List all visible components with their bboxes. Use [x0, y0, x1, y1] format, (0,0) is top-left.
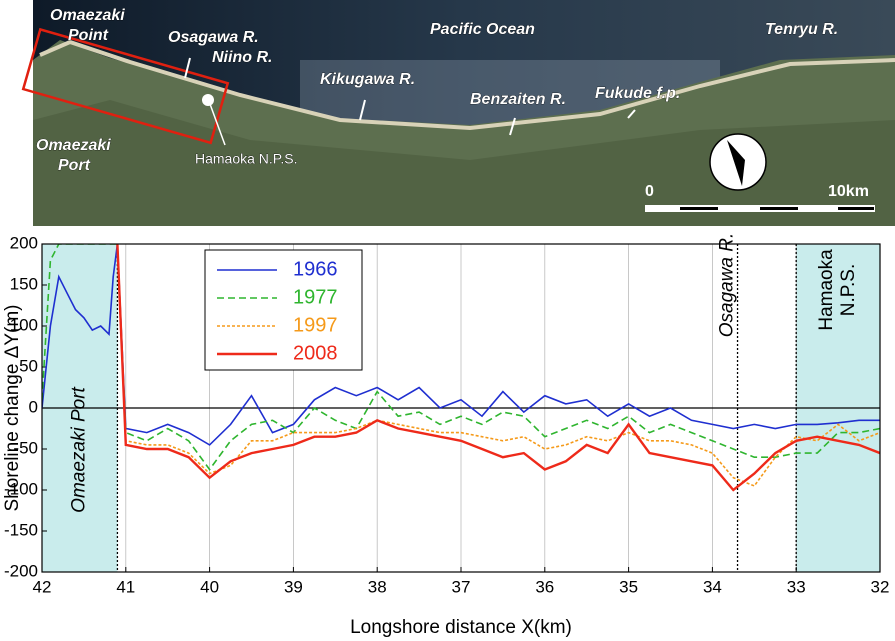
y-tick-label: 100	[10, 315, 38, 334]
region-label: Hamaoka	[816, 249, 837, 331]
legend-label: 1997	[293, 314, 338, 336]
legend-label: 2008	[293, 342, 338, 364]
x-tick-label: 40	[200, 577, 219, 596]
x-axis-title: Longshore distance X(km)	[350, 617, 572, 638]
x-tick-label: 41	[116, 577, 135, 596]
x-tick-label: 34	[703, 577, 722, 596]
map-label: Niino R.	[212, 49, 272, 66]
region-label: N.P.S.	[838, 264, 859, 316]
figure: 0 10km Omaezaki Port HamaokaN.P.S. Osagaw…	[0, 0, 895, 641]
map-label: Omaezaki	[50, 7, 125, 24]
y-tick-label: 150	[10, 274, 38, 293]
reference-label: Osagawa R.	[717, 233, 738, 338]
map-label: Omaezaki	[36, 137, 111, 154]
map-label: Kikugawa R.	[320, 71, 415, 88]
y-tick-label: -150	[4, 520, 38, 539]
map-label: Pacific Ocean	[430, 21, 535, 38]
x-tick-label: 33	[787, 577, 806, 596]
map-label: Tenryu R.	[765, 21, 838, 38]
x-tick-label: 39	[284, 577, 303, 596]
region-label: Omaezaki Port	[69, 386, 90, 512]
legend-label: 1977	[293, 286, 338, 308]
y-tick-label: -200	[4, 561, 38, 580]
scale-end: 10km	[828, 183, 869, 200]
map-label: Osagawa R.	[168, 29, 259, 46]
x-tick-label: 36	[535, 577, 554, 596]
map-label: Hamaoka N.P.S.	[195, 151, 297, 167]
x-tick-label: 38	[368, 577, 387, 596]
y-tick-label: -50	[13, 438, 38, 457]
legend-box	[205, 250, 362, 370]
y-tick-label: -100	[4, 479, 38, 498]
map-label: Fukude f.p.	[595, 85, 680, 102]
scale-start: 0	[645, 183, 654, 200]
y-tick-label: 50	[19, 356, 38, 375]
map-label: Point	[68, 27, 109, 44]
map-label: Port	[58, 157, 91, 174]
x-tick-label: 35	[619, 577, 638, 596]
y-tick-label: 200	[10, 233, 38, 252]
x-tick-label: 37	[452, 577, 471, 596]
y-tick-label: 0	[29, 397, 38, 416]
x-tick-label: 32	[871, 577, 890, 596]
legend-label: 1966	[293, 258, 338, 280]
map-label: Benzaiten R.	[470, 91, 566, 108]
